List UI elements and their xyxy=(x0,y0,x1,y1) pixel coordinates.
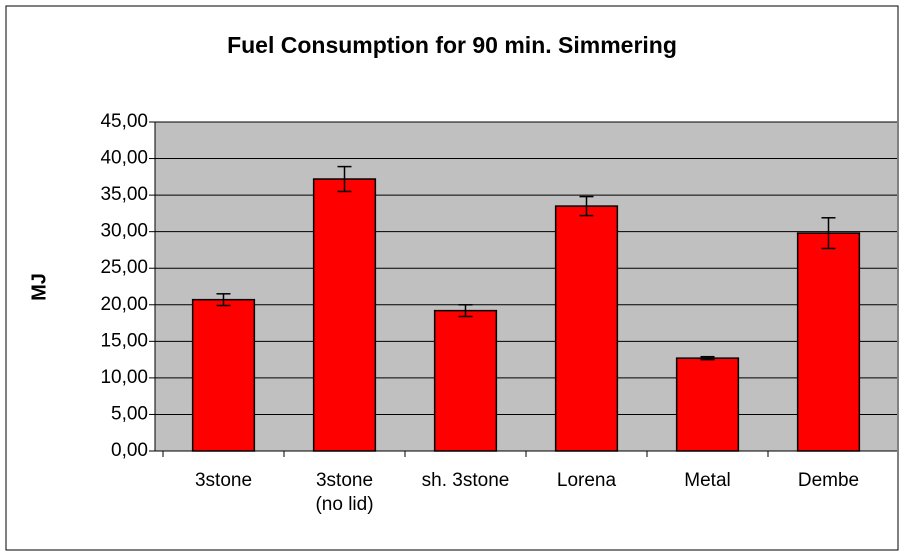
bar xyxy=(191,298,256,452)
y-tick-label: 5,00 xyxy=(111,403,148,424)
bar xyxy=(433,309,498,452)
x-tick-label: sh. 3stone xyxy=(422,470,510,491)
x-tick-label: Dembe xyxy=(798,470,859,491)
bar xyxy=(554,205,619,452)
x-tick-label: Lorena xyxy=(557,470,617,491)
y-tick-label: 20,00 xyxy=(100,294,148,315)
y-tick-label: 40,00 xyxy=(100,148,148,169)
bar xyxy=(312,178,377,452)
y-tick-label: 25,00 xyxy=(100,257,148,278)
y-tick-label: 30,00 xyxy=(100,221,148,242)
y-tick-label: 15,00 xyxy=(100,330,148,351)
y-axis-label: MJ xyxy=(28,273,50,301)
x-tick-label: 3stone (no lid) xyxy=(315,470,373,515)
bar xyxy=(796,232,861,452)
y-tick-label: 45,00 xyxy=(100,111,148,132)
chart-title: Fuel Consumption for 90 min. Simmering xyxy=(227,32,677,58)
y-tick-label: 0,00 xyxy=(111,440,148,461)
y-tick-label: 35,00 xyxy=(100,184,148,205)
bar xyxy=(675,357,740,452)
plot-area xyxy=(155,122,897,451)
x-tick-label: 3stone xyxy=(195,470,252,491)
y-tick-label: 10,00 xyxy=(100,367,148,388)
x-tick-label: Metal xyxy=(684,470,730,491)
